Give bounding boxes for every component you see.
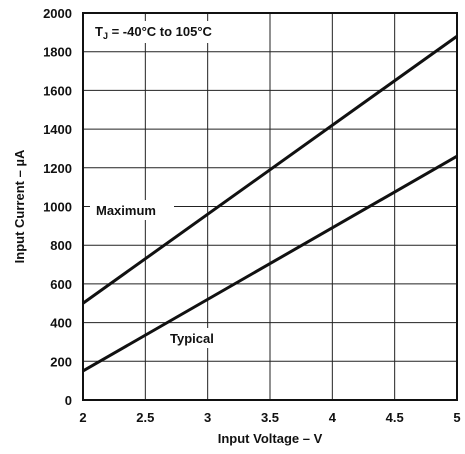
y-tick-label: 800 — [50, 238, 72, 253]
maximum-label-background — [90, 200, 174, 220]
grid — [83, 13, 457, 400]
series-line-maximum — [82, 34, 458, 305]
x-tick-label: 3 — [204, 410, 211, 425]
series-line-typical — [82, 154, 458, 373]
x-tick-label: 4.5 — [386, 410, 404, 425]
condition-annotation: TJ = -40°C to 105°C — [95, 24, 213, 41]
y-tick-label: 1000 — [43, 200, 72, 215]
y-tick-label: 600 — [50, 277, 72, 292]
condition-annotation-background — [90, 21, 240, 43]
plot-frame — [82, 12, 458, 401]
y-tick-label: 1400 — [43, 122, 72, 137]
x-tick-label: 5 — [453, 410, 460, 425]
condition-symbol: T — [95, 24, 103, 39]
x-tick-label: 3.5 — [261, 410, 279, 425]
y-tick-label: 0 — [65, 393, 72, 408]
condition-subscript: J — [103, 31, 108, 41]
series-label-maximum: Maximum — [96, 203, 156, 218]
condition-text: = -40°C to 105°C — [108, 24, 213, 39]
x-tick-label: 2.5 — [136, 410, 154, 425]
y-tick-label: 200 — [50, 354, 72, 369]
y-axis-label: Input Current – µA — [12, 149, 27, 263]
series-label-typical: Typical — [170, 331, 214, 346]
y-tick-label: 400 — [50, 316, 72, 331]
x-axis-label: Input Voltage – V — [218, 431, 323, 446]
series-lines — [82, 34, 458, 373]
y-tick-label: 1600 — [43, 83, 72, 98]
x-tick-labels: 2 2.5 3 3.5 4 4.5 5 — [79, 410, 460, 425]
typical-label-background — [164, 328, 226, 348]
y-tick-label: 1200 — [43, 161, 72, 176]
x-tick-label: 4 — [329, 410, 337, 425]
y-tick-label: 1800 — [43, 45, 72, 60]
y-tick-labels: 0 200 400 600 800 1000 1200 1400 1600 1800 2000 — [43, 6, 72, 408]
x-tick-label: 2 — [79, 410, 86, 425]
y-tick-label: 2000 — [43, 6, 72, 21]
